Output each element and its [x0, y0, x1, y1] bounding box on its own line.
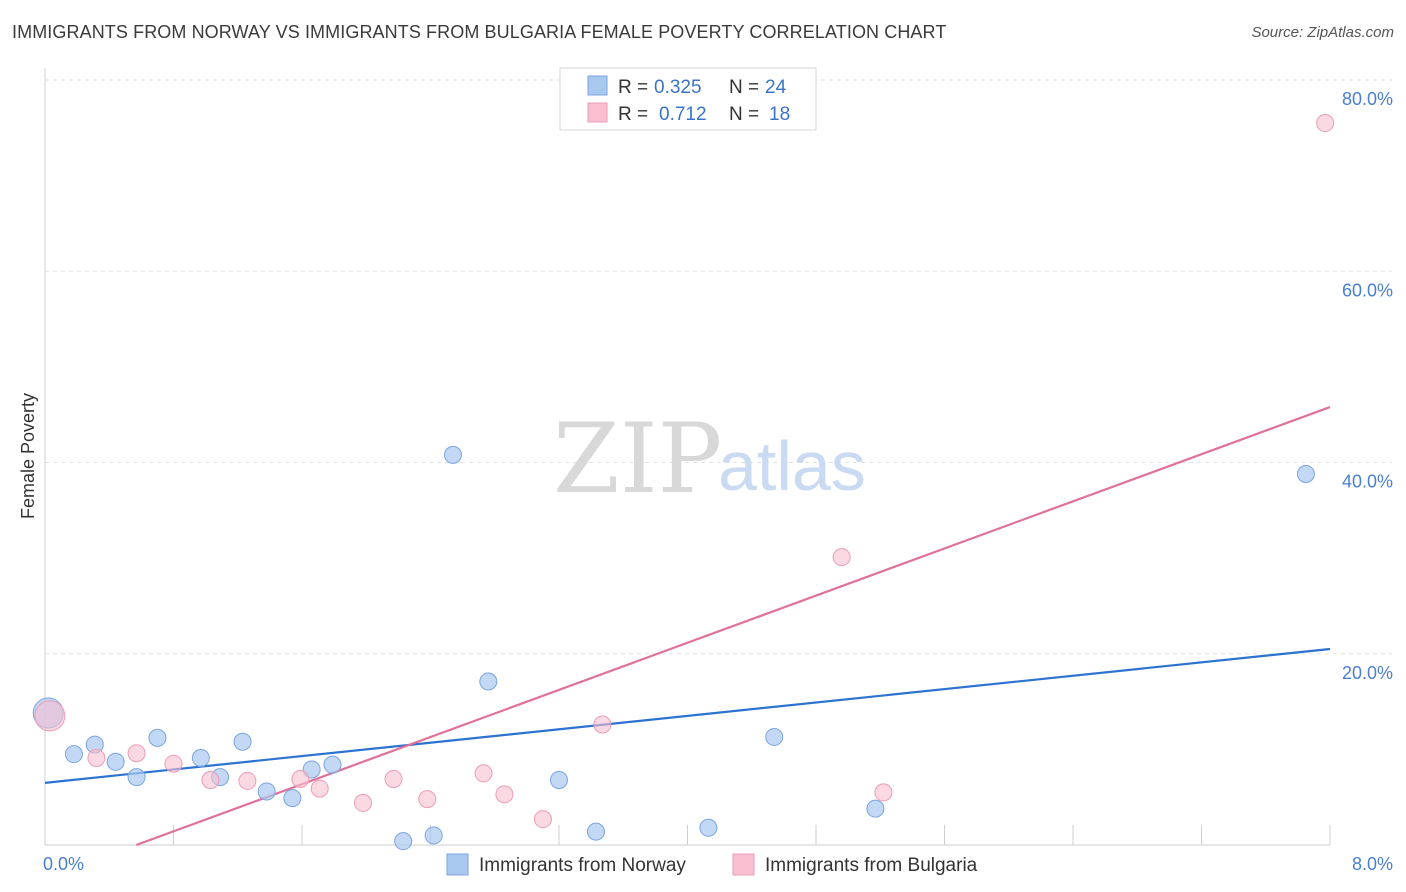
- point-norway-1: [64, 745, 83, 764]
- legend-r-label-norway: R =: [618, 77, 648, 98]
- legend-n-label-bulgaria: N =: [729, 104, 759, 125]
- point-norway-21: [866, 799, 885, 818]
- point-norway-4: [148, 728, 167, 747]
- y-tick-label-3: 80.0%: [1342, 89, 1393, 109]
- point-bulgaria-4: [201, 770, 220, 789]
- y-tick-label-1: 40.0%: [1342, 472, 1393, 492]
- point-bulgaria-10: [418, 790, 437, 809]
- series-legend: Immigrants from Norway Immigrants from B…: [446, 853, 978, 876]
- point-norway-18: [586, 822, 605, 841]
- chart-title: IMMIGRANTS FROM NORWAY VS IMMIGRANTS FRO…: [12, 22, 947, 42]
- tick-labels: 20.0% 40.0% 60.0% 80.0% 0.0% 8.0%: [43, 89, 1393, 874]
- point-bulgaria-1: [87, 748, 106, 767]
- point-bulgaria-8: [354, 793, 373, 812]
- watermark: ZIP atlas: [553, 403, 866, 515]
- point-norway-20: [765, 727, 784, 746]
- legend-r-value-bulgaria: 0.712: [659, 104, 707, 125]
- point-bulgaria-0: [34, 700, 66, 732]
- point-bulgaria-9: [384, 770, 403, 789]
- point-norway-10: [283, 789, 302, 808]
- series-label-norway: Immigrants from Norway: [479, 855, 686, 876]
- point-norway-3: [106, 752, 125, 771]
- point-norway-15: [443, 445, 462, 464]
- point-bulgaria-17: [1316, 114, 1335, 133]
- legend-n-label-norway: N =: [729, 77, 759, 98]
- series-swatch-norway: [446, 853, 469, 876]
- point-bulgaria-3: [164, 754, 183, 773]
- point-bulgaria-16: [874, 783, 893, 802]
- point-bulgaria-13: [533, 810, 552, 829]
- y-axis-label: Female Poverty: [18, 393, 38, 519]
- legend-r-value-norway: 0.325: [654, 77, 702, 98]
- trend-line-0: [44, 647, 1331, 784]
- point-norway-12: [323, 755, 342, 774]
- grid-lines: [45, 79, 1392, 655]
- point-norway-17: [550, 770, 568, 789]
- x-tick-label-1: 8.0%: [1352, 854, 1393, 874]
- point-norway-8: [233, 732, 252, 751]
- point-bulgaria-11: [474, 764, 493, 783]
- legend-swatch-norway: [587, 75, 608, 96]
- point-norway-9: [257, 782, 276, 801]
- point-norway-22: [1296, 464, 1315, 483]
- legend-n-value-norway: 24: [765, 77, 787, 98]
- point-bulgaria-15: [832, 548, 851, 567]
- point-norway-13: [394, 832, 413, 851]
- point-bulgaria-12: [495, 785, 514, 804]
- legend-n-value-bulgaria: 18: [769, 104, 790, 125]
- series-label-bulgaria: Immigrants from Bulgaria: [765, 855, 978, 876]
- point-bulgaria-5: [238, 771, 257, 790]
- point-bulgaria-2: [127, 744, 146, 763]
- series-swatch-bulgaria: [732, 853, 755, 876]
- point-norway-16: [479, 672, 498, 691]
- watermark-zip: ZIP: [553, 403, 722, 515]
- data-points: [32, 114, 1335, 851]
- point-bulgaria-14: [593, 715, 612, 734]
- legend-r-label-bulgaria: R =: [618, 104, 648, 125]
- stats-legend: R = 0.325 N = 24 R = 0.712 N = 18: [559, 67, 817, 131]
- x-tick-label-0: 0.0%: [43, 854, 84, 874]
- source-label: Source: ZipAtlas.com: [1251, 24, 1394, 41]
- point-norway-6: [191, 748, 210, 767]
- point-bulgaria-6: [291, 770, 310, 789]
- point-norway-14: [424, 826, 443, 845]
- watermark-atlas: atlas: [718, 427, 866, 505]
- y-tick-label-2: 60.0%: [1342, 280, 1393, 300]
- y-tick-label-0: 20.0%: [1342, 663, 1393, 683]
- point-norway-5: [127, 768, 146, 787]
- point-norway-19: [699, 818, 718, 837]
- legend-swatch-bulgaria: [587, 102, 608, 123]
- point-bulgaria-7: [310, 779, 329, 798]
